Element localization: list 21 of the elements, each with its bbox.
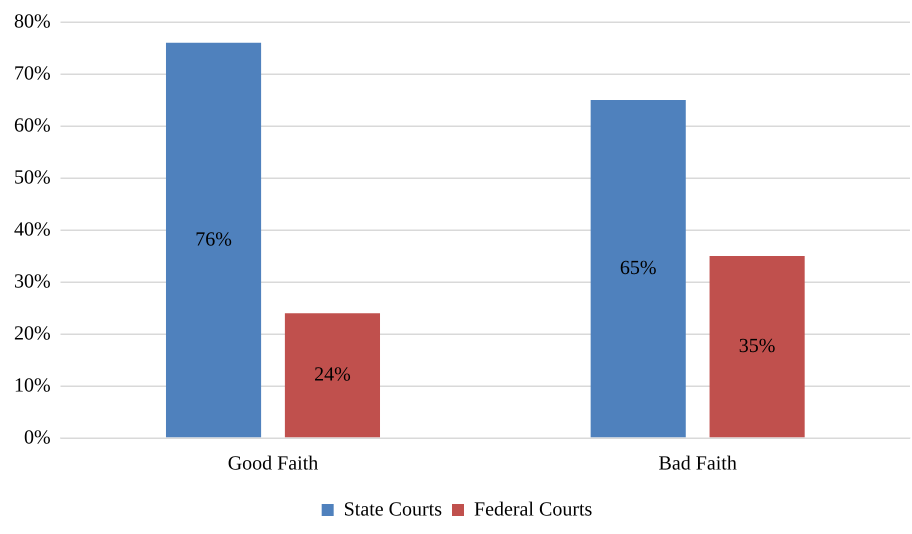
data-label: 35% — [738, 334, 776, 357]
bar — [284, 313, 380, 438]
y-tick-label: 50% — [14, 166, 51, 188]
data-label: 65% — [620, 256, 657, 279]
bar — [710, 256, 805, 438]
y-tick-label: 0% — [24, 426, 51, 448]
y-tick-label: 40% — [14, 218, 51, 240]
x-tick-label: Bad Faith — [658, 452, 737, 474]
y-tick-label: 70% — [14, 62, 51, 84]
bar — [590, 100, 686, 438]
data-label: 24% — [314, 363, 351, 386]
bar — [166, 42, 262, 438]
y-tick-label: 20% — [14, 322, 51, 344]
y-tick-label: 80% — [14, 10, 51, 32]
legend-label: Federal Courts — [474, 498, 593, 520]
y-tick-label: 30% — [14, 270, 51, 292]
data-label: 76% — [195, 228, 232, 250]
x-tick-label: Good Faith — [228, 452, 318, 474]
y-tick-label: 60% — [14, 114, 51, 136]
y-tick-label: 10% — [14, 374, 51, 396]
legend-label: State Courts — [344, 498, 442, 520]
